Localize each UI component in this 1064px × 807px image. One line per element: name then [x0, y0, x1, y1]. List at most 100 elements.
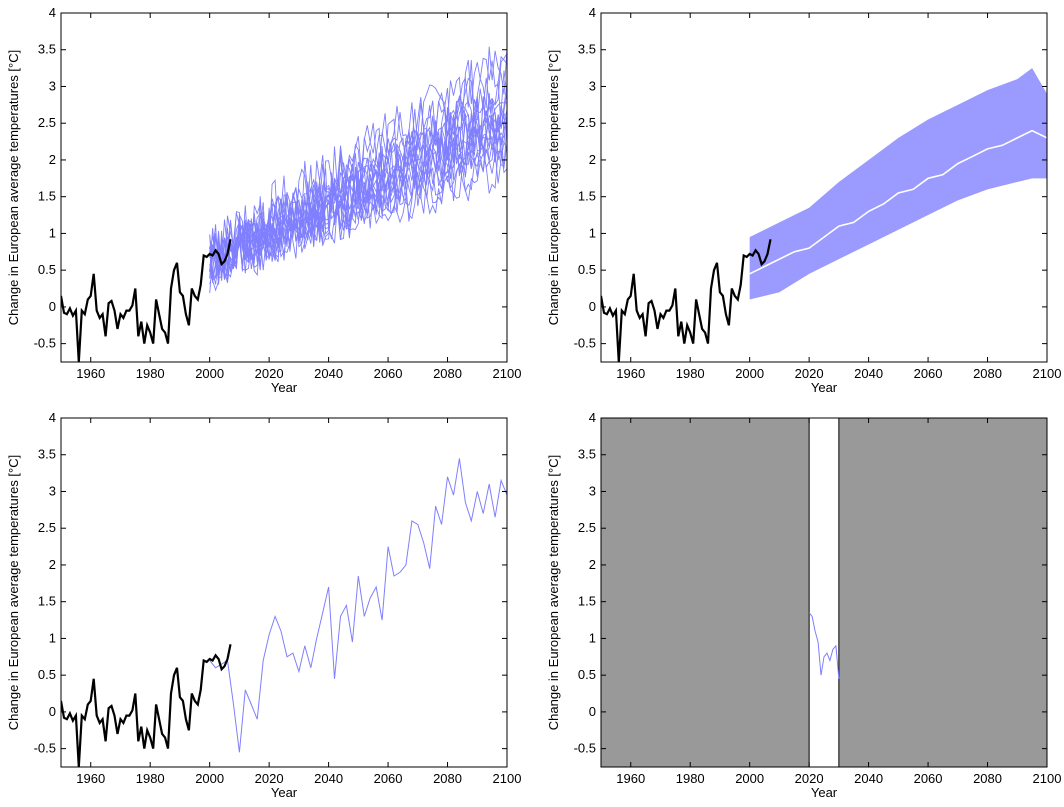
masked-region-2	[838, 418, 1047, 767]
y-tick-label: 1.5	[578, 594, 596, 609]
y-tick-label: 1.5	[38, 189, 56, 204]
x-tick-label: 2020	[795, 771, 824, 786]
y-tick-label: 1	[49, 225, 56, 240]
x-tick-label: 2000	[735, 771, 764, 786]
y-tick-label: 1.5	[38, 594, 56, 609]
plot-area	[61, 46, 507, 362]
x-tick-label: 2020	[795, 366, 824, 381]
axes-box	[600, 12, 1048, 363]
axes-box	[60, 12, 508, 363]
y-tick-label: 1	[49, 630, 56, 645]
masked-region-1	[601, 418, 810, 767]
y-axis-label: Change in European average temperatures …	[546, 50, 561, 325]
y-tick-label: 3	[49, 78, 56, 93]
x-tick-label: 1960	[616, 366, 645, 381]
y-tick-label: 2	[589, 557, 596, 572]
y-tick-label: 3	[589, 78, 596, 93]
x-tick-label: 2000	[735, 366, 764, 381]
y-tick-label: 0	[49, 299, 56, 314]
x-tick-label: 2060	[914, 771, 943, 786]
chart-panel-3: -0.5 0 0.5 1 1.5 2 2.5 3 3.5 4 1960 1980 2000 2020 204…	[6, 410, 521, 800]
x-tick-label: 1960	[76, 366, 105, 381]
axes-box	[600, 417, 1048, 768]
x-tick-label: 2080	[973, 771, 1002, 786]
x-tick-label: 2100	[493, 366, 522, 381]
x-tick-label: 2040	[854, 771, 883, 786]
observed-line	[61, 644, 232, 767]
x-tick-label: 2100	[1033, 366, 1062, 381]
x-tick-label: 2060	[374, 366, 403, 381]
y-tick-label: 2.5	[38, 115, 56, 130]
chart-panel-1: -0.5 0 0.5 1 1.5 2 2.5 3 3.5 4 1960 1980 2000 2020 204…	[6, 5, 521, 395]
y-tick-label: 3.5	[38, 447, 56, 462]
y-tick-label: 0.5	[38, 262, 56, 277]
y-tick-label: 0.5	[578, 262, 596, 277]
observed-line	[61, 239, 232, 362]
x-tick-label: 2100	[1033, 771, 1062, 786]
uncertainty-band	[749, 68, 1047, 300]
y-tick-label: 1	[589, 630, 596, 645]
y-axis-label: Change in European average temperatures …	[6, 455, 21, 730]
y-tick-label: 3	[49, 483, 56, 498]
y-tick-label: 0.5	[578, 667, 596, 682]
x-tick-label: 1980	[676, 771, 705, 786]
y-tick-label: 2	[49, 557, 56, 572]
y-tick-label: 0.5	[38, 667, 56, 682]
plot-area	[601, 68, 1047, 362]
y-tick-label: 2.5	[38, 520, 56, 535]
y-axis-label: Change in European average temperatures …	[546, 455, 561, 730]
x-tick-label: 2100	[493, 771, 522, 786]
y-tick-label: 2.5	[578, 115, 596, 130]
window-projection-line	[808, 612, 840, 679]
x-tick-label: 2020	[255, 771, 284, 786]
x-tick-label: 1960	[616, 771, 645, 786]
x-tick-label: 1960	[76, 771, 105, 786]
y-tick-label: 0	[589, 299, 596, 314]
x-tick-label: 2080	[433, 366, 462, 381]
y-tick-label: 3	[589, 483, 596, 498]
y-tick-label: 2	[589, 152, 596, 167]
x-tick-label: 1980	[136, 366, 165, 381]
x-tick-label: 2000	[195, 771, 224, 786]
plot-area	[61, 458, 507, 767]
x-tick-label: 1980	[676, 366, 705, 381]
chart-panel-4: -0.5 0 0.5 1 1.5 2 2.5 3 3.5 4 1960 1980 2000 2020 204…	[546, 410, 1061, 800]
y-tick-label: 4	[589, 410, 596, 425]
x-tick-label: 2060	[374, 771, 403, 786]
y-tick-label: 3.5	[578, 447, 596, 462]
y-tick-label: 1	[589, 225, 596, 240]
y-tick-label: 1.5	[578, 189, 596, 204]
x-tick-label: 2040	[314, 366, 343, 381]
x-tick-label: 2000	[195, 366, 224, 381]
ensemble-mean-line	[749, 129, 1047, 275]
x-tick-label: 2060	[914, 366, 943, 381]
projection-line-17	[209, 96, 507, 283]
axes-box	[60, 417, 508, 768]
chart-panel-2: -0.5 0 0.5 1 1.5 2 2.5 3 3.5 4 1960 1980 2000 2020 204…	[546, 5, 1061, 395]
y-tick-label: -0.5	[34, 336, 56, 351]
y-tick-label: 2.5	[578, 520, 596, 535]
x-axis-label: Year	[811, 380, 838, 395]
y-tick-label: 0	[49, 704, 56, 719]
observed-line	[601, 239, 772, 362]
x-tick-label: 2040	[314, 771, 343, 786]
projection-line-18	[209, 112, 507, 276]
y-tick-label: 3.5	[578, 42, 596, 57]
projection-line-15	[209, 55, 507, 280]
y-tick-label: -0.5	[574, 741, 596, 756]
x-tick-label: 2040	[854, 366, 883, 381]
y-tick-label: 4	[589, 5, 596, 20]
y-tick-label: 0	[589, 704, 596, 719]
x-tick-label: 1980	[136, 771, 165, 786]
y-tick-label: 3.5	[38, 42, 56, 57]
x-axis-label: Year	[271, 785, 298, 800]
x-tick-label: 2080	[433, 771, 462, 786]
y-tick-label: -0.5	[34, 741, 56, 756]
plot-area	[601, 418, 1047, 767]
y-tick-label: 2	[49, 152, 56, 167]
y-tick-label: 4	[49, 410, 56, 425]
projection-line	[209, 458, 507, 753]
projection-line-16	[209, 150, 507, 285]
x-axis-label: Year	[271, 380, 298, 395]
